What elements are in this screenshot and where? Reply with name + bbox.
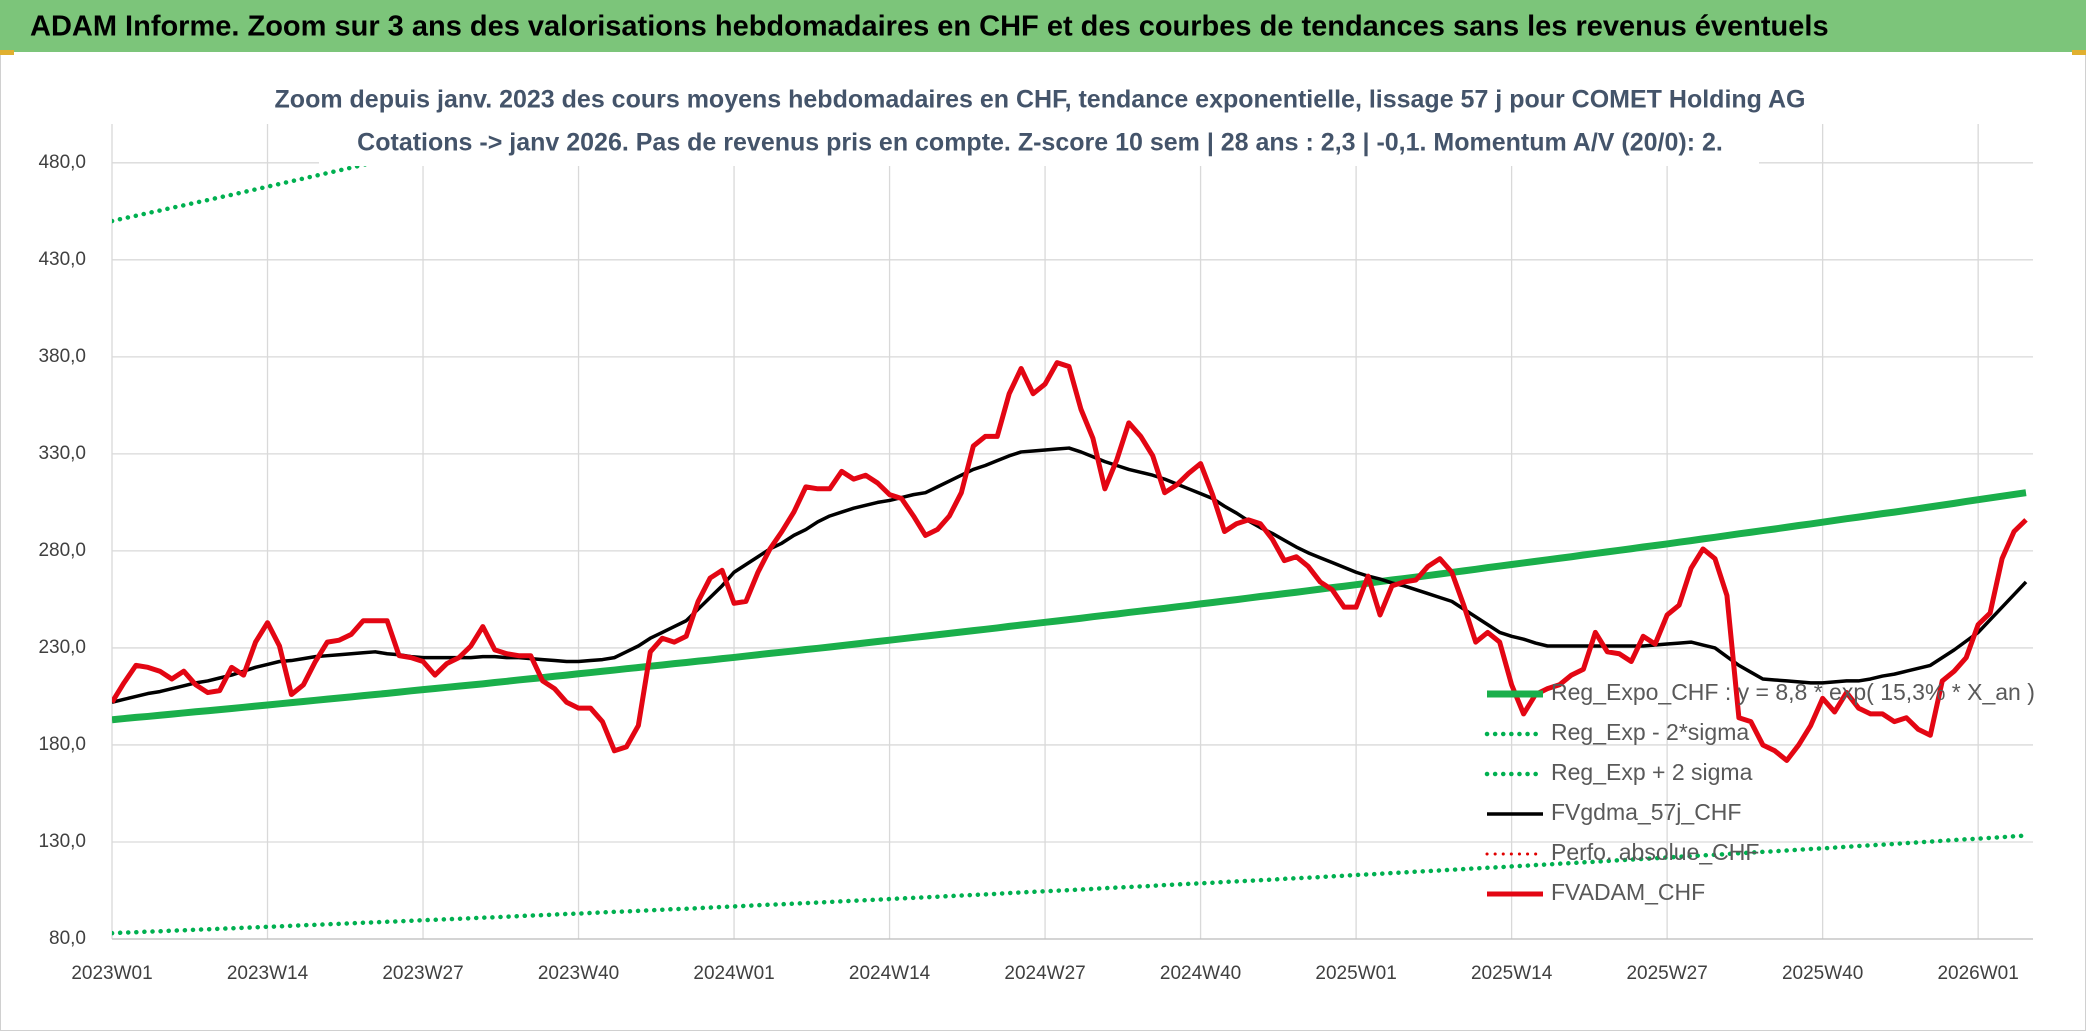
x-tick-label: 2024W27 (1004, 963, 1085, 984)
y-tick-label: 130,0 (38, 831, 86, 852)
x-tick-label: 2024W14 (849, 963, 931, 984)
y-tick-label: 230,0 (38, 637, 86, 658)
legend-label: Reg_Expo_CHF : y = 8,8 * exp( 15,3% * X_… (1551, 679, 2035, 705)
subtitle-box (319, 80, 1759, 166)
series-line (112, 446, 2028, 704)
x-tick-label: 2025W40 (1782, 963, 1863, 984)
series-line (112, 489, 2027, 724)
x-tick-label: 2025W01 (1315, 963, 1396, 984)
chart-title: ADAM Informe. Zoom sur 3 ans des valoris… (30, 11, 1829, 43)
x-tick-label: 2025W14 (1471, 963, 1553, 984)
y-tick-label: 280,0 (38, 540, 86, 561)
series-line (112, 833, 2029, 936)
x-tick-label: 2023W14 (227, 963, 309, 984)
legend-label: Perfo. absolue_CHF (1551, 839, 1759, 865)
y-tick-label: 180,0 (38, 734, 86, 755)
y-tick-label: 330,0 (38, 443, 86, 464)
y-tick-label: 380,0 (38, 346, 86, 367)
x-tick-label: 2024W40 (1160, 963, 1241, 984)
x-tick-label: 2025W27 (1626, 963, 1707, 984)
y-tick-label: 480,0 (38, 152, 86, 173)
x-tick-label: 2023W40 (538, 963, 619, 984)
y-tick-label: 80,0 (49, 928, 86, 949)
x-tick-label: 2024W01 (693, 963, 774, 984)
legend-label: Reg_Exp + 2 sigma (1551, 759, 1753, 785)
series-line (112, 360, 2028, 763)
x-tick-label: 2023W27 (382, 963, 463, 984)
title-bar (0, 0, 2086, 52)
corner-accent (0, 50, 14, 55)
x-tick-label: 2026W01 (1937, 963, 2018, 984)
legend-label: FVADAM_CHF (1551, 879, 1705, 905)
x-tick-label: 2023W01 (71, 963, 152, 984)
subtitle: Zoom depuis janv. 2023 des cours moyens … (275, 86, 1806, 114)
legend-label: Reg_Exp - 2*sigma (1551, 719, 1749, 745)
y-tick-label: 430,0 (38, 249, 86, 270)
subtitle: Cotations -> janv 2026. Pas de revenus p… (357, 129, 1723, 157)
corner-accent (2072, 50, 2086, 55)
legend-label: FVgdma_57j_CHF (1551, 799, 1741, 825)
